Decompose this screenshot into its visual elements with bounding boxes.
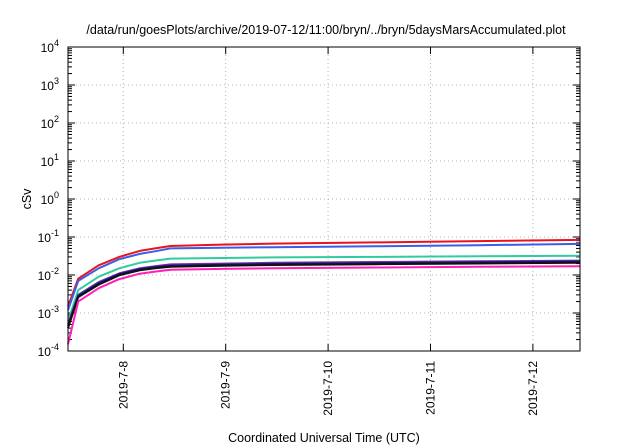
axis-ticks: 10-4 10-3 10-2 10-1 100 101 102 103 104 2019-7-8 2… [38, 38, 580, 416]
x-tick-label: 2019-7-12 [526, 361, 540, 416]
y-tick-label: 100 [41, 190, 59, 207]
series-lines [67, 238, 581, 345]
y-tick-label: 10-3 [38, 304, 59, 321]
chart-title: /data/run/goesPlots/archive/2019-07-12/1… [86, 23, 566, 37]
series-line-6 [67, 261, 581, 329]
plot-frame [67, 46, 581, 352]
series-line-2 [67, 242, 581, 311]
y-tick-label: 103 [41, 76, 59, 93]
y-tick-label: 102 [41, 114, 59, 131]
y-tick-label: 10-2 [38, 266, 59, 283]
y-tick-label: 101 [41, 152, 59, 169]
series-line-5 [67, 260, 581, 327]
y-axis-label: cSv [20, 188, 34, 210]
series-line-7 [67, 265, 581, 345]
series-line-3 [67, 254, 581, 322]
y-tick-label: 104 [41, 38, 59, 55]
x-tick-label: 2019-7-9 [219, 361, 233, 409]
series-line-1 [67, 238, 581, 307]
y-tick-label: 10-4 [38, 342, 59, 359]
x-axis-label: Coordinated Universal Time (UTC) [228, 431, 420, 445]
y-tick-label: 10-1 [38, 228, 59, 245]
x-tick-label: 2019-7-11 [423, 361, 437, 415]
x-tick-label: 2019-7-10 [321, 361, 335, 416]
grid-lines [68, 47, 580, 351]
series-line-4 [67, 259, 581, 325]
x-tick-label: 2019-7-8 [116, 361, 130, 409]
